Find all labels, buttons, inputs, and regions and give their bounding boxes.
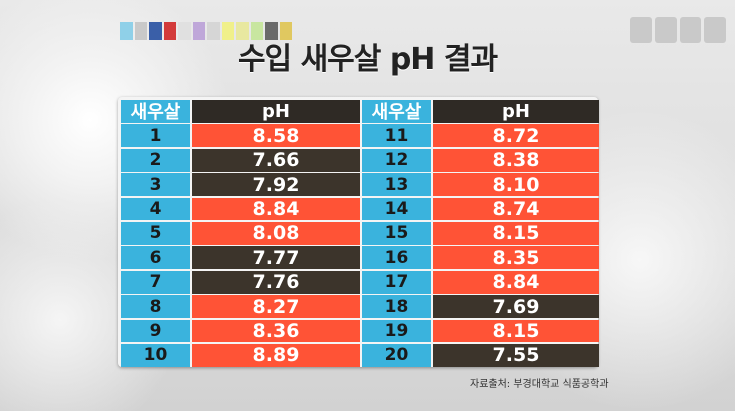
table-row-ph-value: 8.15 [433, 221, 599, 245]
table-row-ph-value: 8.38 [433, 148, 599, 172]
table-row-ph-value: 7.77 [192, 246, 360, 270]
table-row-number: 12 [362, 148, 431, 172]
table-row-ph-value: 7.76 [192, 270, 360, 294]
table-row-ph-value: 8.84 [192, 197, 360, 221]
table-row-number: 20 [362, 343, 431, 367]
ph-results-table: 새우살 pH 새우살 pH 1 8.58 11 8.72 2 7.66 12 8.38 3 7.9… [118, 97, 599, 367]
broadcaster-logo [120, 22, 292, 40]
table-row-ph-value: 8.36 [192, 319, 360, 343]
table-row-ph-value: 7.55 [433, 343, 599, 367]
table-row-number: 19 [362, 319, 431, 343]
table-row-number: 16 [362, 246, 431, 270]
table-row-ph-value: 8.74 [433, 197, 599, 221]
table-row-ph-value: 8.84 [433, 270, 599, 294]
table-row-number: 4 [121, 197, 190, 221]
table-row-ph-value: 7.66 [192, 148, 360, 172]
table-row-number: 9 [121, 319, 190, 343]
header-ph-right: pH [433, 100, 599, 123]
table-row-number: 5 [121, 221, 190, 245]
source-caption: 자료출처: 부경대학교 식품공학과 [470, 379, 609, 390]
header-shrimp-left: 새우살 [121, 100, 190, 123]
table-row-ph-value: 8.58 [192, 124, 360, 148]
header-shrimp-right: 새우살 [362, 100, 431, 123]
channel-logo [630, 12, 726, 48]
table-row-ph-value: 8.72 [433, 124, 599, 148]
table-row-number: 8 [121, 295, 190, 318]
table-grid: 새우살 pH 새우살 pH 1 8.58 11 8.72 2 7.66 12 8.38 3 7.9… [121, 100, 599, 367]
table-row-number: 15 [362, 221, 431, 245]
table-row-ph-value: 7.69 [433, 295, 599, 318]
table-row-number: 6 [121, 246, 190, 270]
table-row-ph-value: 7.92 [192, 173, 360, 196]
table-row-number: 7 [121, 270, 190, 294]
table-row-number: 11 [362, 124, 431, 148]
page-title: 수입 새우살 pH 결과 [237, 42, 498, 77]
table-row-ph-value: 8.15 [433, 319, 599, 343]
table-row-number: 2 [121, 148, 190, 172]
table-row-ph-value: 8.08 [192, 221, 360, 245]
table-row-ph-value: 8.10 [433, 173, 599, 196]
table-row-ph-value: 8.89 [192, 343, 360, 367]
table-row-number: 10 [121, 343, 190, 367]
table-row-ph-value: 8.27 [192, 295, 360, 318]
table-row-number: 17 [362, 270, 431, 294]
table-row-number: 13 [362, 173, 431, 196]
table-row-ph-value: 8.35 [433, 246, 599, 270]
table-row-number: 3 [121, 173, 190, 196]
header-ph-left: pH [192, 100, 360, 123]
table-row-number: 14 [362, 197, 431, 221]
table-row-number: 18 [362, 295, 431, 318]
table-row-number: 1 [121, 124, 190, 148]
